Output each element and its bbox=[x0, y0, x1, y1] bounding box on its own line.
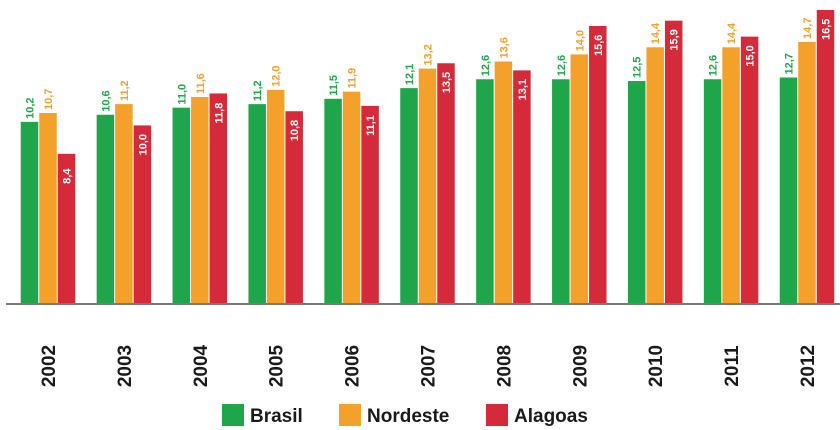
legend-swatch-brasil bbox=[222, 404, 244, 426]
data-label-alagoas-2008: 13,1 bbox=[517, 79, 529, 100]
data-label-alagoas-2005: 10,8 bbox=[289, 120, 301, 141]
data-label-alagoas-2006: 11,1 bbox=[365, 115, 377, 136]
data-label-brasil-2004: 11,0 bbox=[176, 84, 188, 105]
bar-alagoas-2010 bbox=[664, 20, 683, 304]
data-label-nordeste-2011: 14,4 bbox=[726, 22, 738, 44]
legend-swatch-nordeste bbox=[339, 404, 361, 426]
data-label-brasil-2007: 12,1 bbox=[404, 64, 416, 85]
bar-brasil-2005 bbox=[248, 104, 266, 304]
data-label-brasil-2011: 12,6 bbox=[708, 55, 720, 76]
bar-nordeste-2003 bbox=[115, 104, 133, 304]
bar-nordeste-2011 bbox=[722, 47, 740, 303]
bar-nordeste-2005 bbox=[266, 89, 285, 303]
data-label-nordeste-2004: 11,6 bbox=[195, 73, 207, 94]
bar-brasil-2006 bbox=[324, 98, 342, 303]
bar-brasil-2010 bbox=[627, 81, 646, 303]
data-label-alagoas-2007: 13,5 bbox=[441, 72, 453, 93]
bar-alagoas-2008 bbox=[513, 70, 531, 303]
x-tick-2005: 2005 bbox=[267, 344, 288, 387]
x-tick-2011: 2011 bbox=[722, 345, 743, 387]
x-tick-labels: 2002 2003 2004 2005 2006 2007 2008 2009 2010 2011… bbox=[39, 344, 819, 387]
bar-alagoas-2011 bbox=[740, 36, 759, 303]
data-label-alagoas-2002: 8,4 bbox=[62, 168, 74, 184]
legend-swatch-alagoas bbox=[486, 404, 508, 426]
bar-nordeste-2008 bbox=[494, 61, 513, 303]
legend-item-nordeste: Nordeste bbox=[339, 404, 449, 427]
data-label-brasil-2005: 11,2 bbox=[252, 80, 264, 101]
x-tick-2006: 2006 bbox=[343, 345, 364, 387]
legend-label-brasil: Brasil bbox=[250, 406, 303, 427]
data-label-alagoas-2011: 15,0 bbox=[745, 45, 757, 66]
x-tick-2010: 2010 bbox=[646, 345, 667, 387]
data-labels-layer: 10,2 10,7 8,4 10,6 11,2 10,0 11,0 11,6 11,8 11,2 1… bbox=[25, 18, 833, 184]
bar-nordeste-2012 bbox=[798, 41, 816, 304]
data-label-nordeste-2006: 11,9 bbox=[347, 68, 359, 89]
x-tick-2008: 2008 bbox=[494, 345, 515, 387]
bar-brasil-2003 bbox=[96, 114, 115, 304]
data-label-alagoas-2003: 10,0 bbox=[137, 134, 149, 155]
bar-brasil-2007 bbox=[400, 88, 418, 303]
bar-brasil-2011 bbox=[703, 79, 722, 303]
bar-brasil-2008 bbox=[476, 79, 494, 303]
x-tick-2007: 2007 bbox=[419, 345, 440, 387]
data-label-nordeste-2009: 14,0 bbox=[574, 30, 586, 51]
bar-nordeste-2007 bbox=[418, 68, 437, 303]
legend-item-brasil: Brasil bbox=[222, 404, 303, 427]
bar-alagoas-2002 bbox=[57, 153, 76, 303]
bar-brasil-2002 bbox=[20, 121, 39, 304]
data-label-nordeste-2008: 13,6 bbox=[498, 37, 510, 58]
bar-alagoas-2009 bbox=[589, 25, 607, 303]
bars-layer bbox=[20, 10, 835, 304]
data-label-alagoas-2009: 15,6 bbox=[593, 35, 605, 56]
data-label-alagoas-2010: 15,9 bbox=[669, 29, 681, 50]
data-label-nordeste-2010: 14,4 bbox=[650, 22, 662, 44]
bar-alagoas-2003 bbox=[133, 125, 152, 303]
legend-label-nordeste: Nordeste bbox=[367, 406, 449, 427]
data-label-nordeste-2012: 14,7 bbox=[802, 18, 814, 39]
bar-nordeste-2010 bbox=[646, 47, 664, 303]
bar-alagoas-2007 bbox=[437, 63, 455, 303]
bar-alagoas-2005 bbox=[285, 111, 303, 303]
bar-brasil-2012 bbox=[779, 77, 798, 303]
data-label-nordeste-2003: 11,2 bbox=[119, 80, 131, 101]
data-label-nordeste-2007: 13,2 bbox=[423, 44, 435, 65]
data-label-brasil-2002: 10,2 bbox=[25, 97, 37, 118]
bar-alagoas-2012 bbox=[816, 10, 835, 303]
legend-label-alagoas: Alagoas bbox=[514, 406, 588, 427]
data-label-nordeste-2002: 10,7 bbox=[43, 89, 55, 110]
data-label-brasil-2012: 12,7 bbox=[784, 53, 796, 74]
bar-nordeste-2006 bbox=[342, 91, 361, 304]
data-label-brasil-2003: 10,6 bbox=[100, 90, 112, 111]
bar-alagoas-2006 bbox=[361, 105, 379, 303]
bar-alagoas-2004 bbox=[209, 93, 228, 304]
x-tick-2004: 2004 bbox=[191, 344, 212, 387]
data-label-alagoas-2004: 11,8 bbox=[213, 103, 225, 124]
data-label-brasil-2010: 12,5 bbox=[632, 57, 644, 78]
x-tick-2002: 2002 bbox=[39, 345, 60, 387]
x-tick-2003: 2003 bbox=[115, 345, 136, 387]
bar-nordeste-2009 bbox=[570, 54, 589, 303]
data-label-brasil-2006: 11,5 bbox=[328, 75, 340, 96]
data-label-brasil-2008: 12,6 bbox=[480, 55, 492, 76]
data-label-alagoas-2012: 16,5 bbox=[821, 19, 833, 40]
legend-item-alagoas: Alagoas bbox=[486, 404, 588, 427]
data-label-brasil-2009: 12,6 bbox=[556, 55, 568, 76]
x-tick-2009: 2009 bbox=[570, 345, 591, 387]
legend: Brasil Nordeste Alagoas bbox=[222, 404, 588, 427]
x-tick-2012: 2012 bbox=[798, 345, 819, 387]
bar-brasil-2004 bbox=[172, 107, 191, 303]
data-label-nordeste-2005: 12,0 bbox=[271, 65, 283, 86]
bar-brasil-2009 bbox=[552, 79, 570, 303]
bar-nordeste-2002 bbox=[39, 112, 57, 304]
bar-nordeste-2004 bbox=[191, 97, 209, 303]
